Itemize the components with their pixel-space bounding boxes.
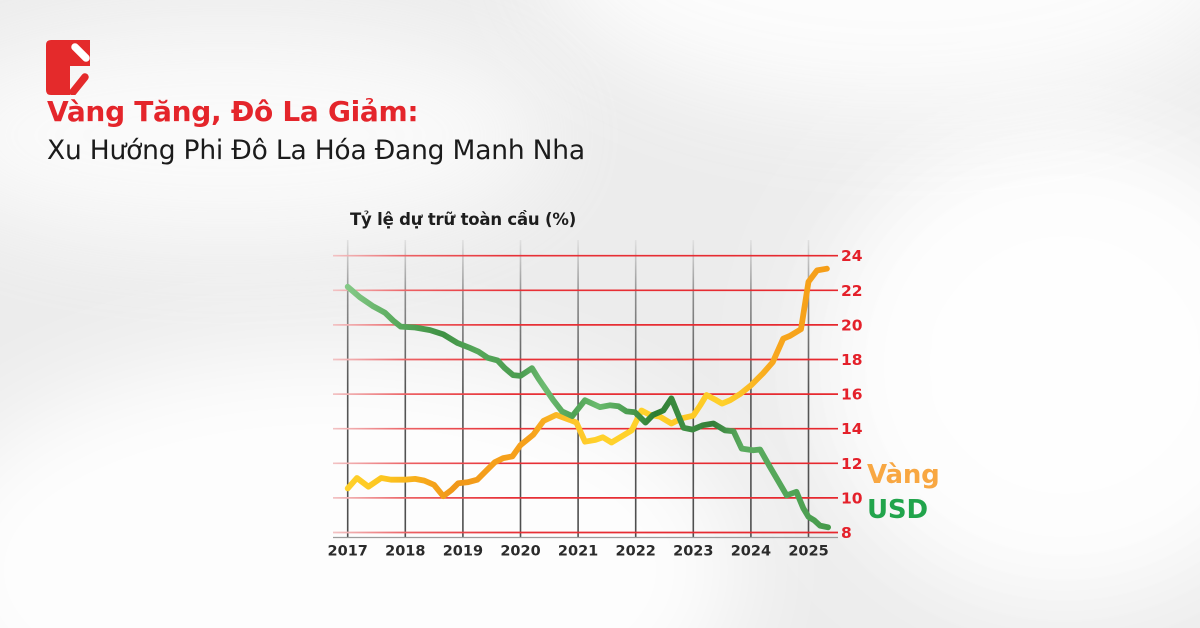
- y-tick-label: 8: [841, 524, 852, 542]
- background-blob: [0, 28, 550, 243]
- y-tick-label: 12: [841, 455, 863, 473]
- logo-slash-red: [69, 73, 89, 95]
- title-highlight: Vàng Tăng, Đô La Giảm:: [47, 95, 419, 128]
- headline: Vàng Tăng, Đô La Giảm: Xu Hướng Phi Đô L…: [47, 91, 585, 170]
- line-chart: 2017 2018 2019 2020 2021 2022 2023 2024 20252422…: [328, 240, 863, 560]
- y-tick-label: 10: [841, 489, 863, 507]
- x-tick-label: 2018: [385, 544, 425, 560]
- chart-legend: Vàng USD: [867, 458, 940, 528]
- y-tick-label: 16: [841, 386, 863, 404]
- x-tick-label: 2022: [616, 544, 656, 560]
- logo-slash-white: [71, 43, 90, 62]
- background-blob: [540, 0, 1200, 110]
- y-tick-label: 14: [841, 420, 863, 438]
- x-tick-label: 2020: [500, 544, 540, 560]
- x-tick-label: 2019: [443, 544, 483, 560]
- series-line-vang: [344, 265, 830, 500]
- x-tick-label: 2025: [788, 544, 828, 560]
- y-tick-label: 18: [841, 351, 863, 369]
- chart-title: Tỷ lệ dự trữ toàn cầu (%): [350, 210, 577, 229]
- title-subtitle: Xu Hướng Phi Đô La Hóa Đang Manh Nha: [47, 135, 585, 166]
- x-tick-label: 2021: [558, 544, 598, 560]
- brand-logo: [46, 40, 90, 95]
- series-line-usd: [344, 283, 832, 531]
- x-tick-label: 2017: [328, 544, 368, 560]
- legend-item-vang: Vàng: [867, 460, 940, 490]
- y-tick-label: 22: [841, 282, 863, 300]
- y-tick-label: 24: [841, 247, 863, 265]
- y-tick-label: 20: [841, 316, 863, 334]
- legend-item-usd: USD: [867, 495, 928, 525]
- x-tick-label: 2023: [673, 544, 713, 560]
- x-tick-label: 2024: [731, 544, 771, 560]
- background-blob: [815, 125, 1200, 605]
